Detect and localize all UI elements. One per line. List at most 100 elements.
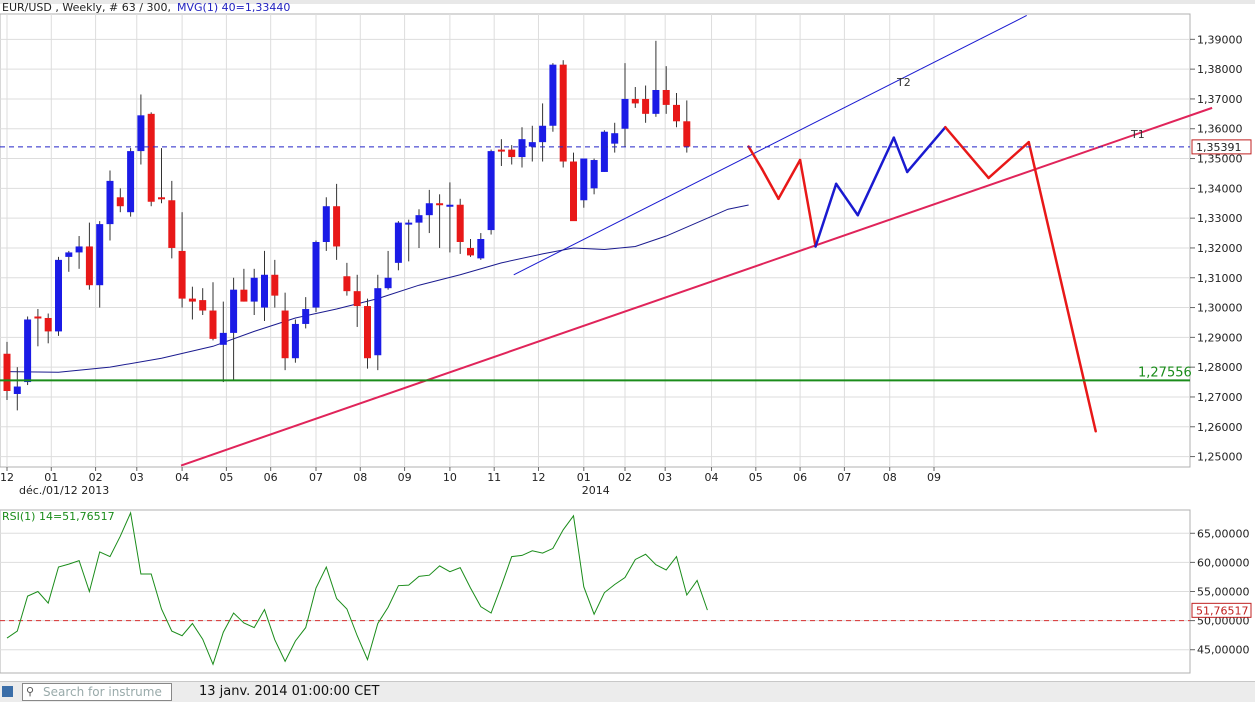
time-tick-label: 06 xyxy=(793,471,807,484)
projection-segment xyxy=(760,167,780,201)
rsi-tick-label: 60,00000 xyxy=(1197,556,1250,569)
bearish-candle xyxy=(673,104,680,122)
bullish-candle xyxy=(487,151,495,231)
rsi-current-label: 51,76517 xyxy=(1196,604,1249,617)
time-x-axis: 12 01 02 03 04 05 06 07 08 09 10 11 12 01 02 03 04 05 06 07… xyxy=(0,467,941,497)
bearish-candle xyxy=(570,161,577,222)
time-tick-label: 12 xyxy=(0,471,14,484)
bullish-candle xyxy=(405,222,413,225)
bearish-candle xyxy=(209,310,217,339)
chart-menu-square-icon[interactable] xyxy=(2,686,13,697)
time-tick-label: 09 xyxy=(927,471,941,484)
bullish-candle xyxy=(261,274,268,308)
price-tick-label: 1,27000 xyxy=(1197,391,1243,404)
bullish-candle xyxy=(96,224,104,286)
bullish-candle xyxy=(600,131,608,172)
price-tick-label: 1,26000 xyxy=(1197,421,1243,434)
bearish-candle xyxy=(497,149,505,152)
bullish-candle xyxy=(611,133,619,144)
horizontal-levels: 1,27556 1,35391 xyxy=(0,139,1252,382)
projection-segment xyxy=(834,182,860,217)
trendline-t1-label: T1 xyxy=(1130,128,1145,141)
trendlines: T1 T2 xyxy=(180,15,1213,467)
price-tick-label: 1,33000 xyxy=(1197,212,1243,225)
bullish-candle xyxy=(518,139,526,158)
bullish-candle xyxy=(230,289,238,333)
bullish-candle xyxy=(106,180,114,225)
price-tick-label: 1,36000 xyxy=(1197,123,1243,136)
chart-canvas[interactable]: 1,39000 1,38000 1,37000 1,36000 1,35000 1,340… xyxy=(0,0,1255,681)
projection-segment xyxy=(944,126,990,180)
time-tick-label: 04 xyxy=(705,471,719,484)
trendline-t2-label: T2 xyxy=(896,76,911,89)
bearish-candle xyxy=(34,316,42,319)
projection-segment xyxy=(1027,140,1097,433)
bullish-candle xyxy=(127,151,135,213)
bearish-candle xyxy=(456,204,464,242)
bullish-candle xyxy=(384,277,392,289)
bearish-candle xyxy=(199,300,207,311)
time-tick-label: 08 xyxy=(353,471,367,484)
bearish-candle xyxy=(168,200,176,248)
magnifier-icon: ⚲ xyxy=(26,685,35,698)
rsi-tick-label: 55,00000 xyxy=(1197,586,1250,599)
bearish-candle xyxy=(44,317,52,332)
bullish-candle xyxy=(652,89,660,114)
projection-segment xyxy=(856,136,896,217)
time-tick-label: 02 xyxy=(89,471,103,484)
current-price-box xyxy=(1191,139,1252,155)
bullish-candle xyxy=(302,309,310,324)
trendline-t1 xyxy=(180,106,1213,467)
bullish-candle xyxy=(312,241,320,308)
chart-title: EUR/USD , Weekly, # 63 / 300, xyxy=(2,1,171,14)
bullish-candle xyxy=(394,222,402,263)
instrument-search-input[interactable] xyxy=(43,684,169,700)
time-tick-label: 12 xyxy=(531,471,545,484)
time-tick-label: 01 xyxy=(44,471,58,484)
rsi-tick-label: 50,00000 xyxy=(1197,615,1250,628)
bullish-candle xyxy=(13,386,21,394)
support-level-label: 1,27556 xyxy=(1138,365,1192,380)
projection-segment xyxy=(777,158,802,201)
bearish-candle xyxy=(147,113,155,202)
bullish-candle xyxy=(291,323,299,359)
bullish-candle xyxy=(219,332,227,345)
bearish-candle xyxy=(116,197,124,207)
projection-layer xyxy=(747,126,1097,433)
bearish-candle xyxy=(683,121,691,147)
time-tick-label: 03 xyxy=(658,471,672,484)
bullish-candle xyxy=(55,259,62,332)
price-tick-label: 1,28000 xyxy=(1197,361,1243,374)
moving-average-readout: MVG(1) 40=1,33440 xyxy=(177,1,290,14)
bearish-candle xyxy=(333,206,341,247)
time-tick-label: 03 xyxy=(130,471,144,484)
bearish-candle xyxy=(467,247,474,256)
bearish-candle xyxy=(662,89,670,105)
time-tick-label: 10 xyxy=(443,471,457,484)
moving-average-line xyxy=(6,204,749,373)
bearish-candle xyxy=(271,274,279,296)
price-tick-label: 1,39000 xyxy=(1197,33,1243,46)
crosshair-datetime: 13 janv. 2014 01:00:00 CET xyxy=(199,684,380,699)
bearish-candle xyxy=(85,246,93,286)
bullish-candle xyxy=(446,204,454,207)
time-tick-label: 05 xyxy=(219,471,233,484)
bearish-candle xyxy=(188,298,196,302)
time-sublabel: déc./01/12 2013 xyxy=(19,484,109,497)
time-tick-label: 08 xyxy=(883,471,897,484)
rsi-layer: 51,76517 xyxy=(0,511,1252,666)
instrument-search-box[interactable]: ⚲ xyxy=(22,683,172,701)
price-tick-label: 1,31000 xyxy=(1197,272,1243,285)
projection-segment xyxy=(892,136,909,174)
bullish-candle xyxy=(425,203,433,216)
bullish-candle xyxy=(549,64,557,126)
bearish-candle xyxy=(353,291,361,307)
bearish-candle xyxy=(281,310,289,359)
rsi-tick-label: 45,00000 xyxy=(1197,644,1250,657)
rsi-tick-label: 65,00000 xyxy=(1197,527,1250,540)
time-tick-label: 11 xyxy=(487,471,501,484)
projection-segment xyxy=(987,140,1031,180)
price-chart-area[interactable] xyxy=(0,13,1191,468)
bearish-candle xyxy=(343,276,351,292)
current-price-label: 1,35391 xyxy=(1196,141,1242,154)
